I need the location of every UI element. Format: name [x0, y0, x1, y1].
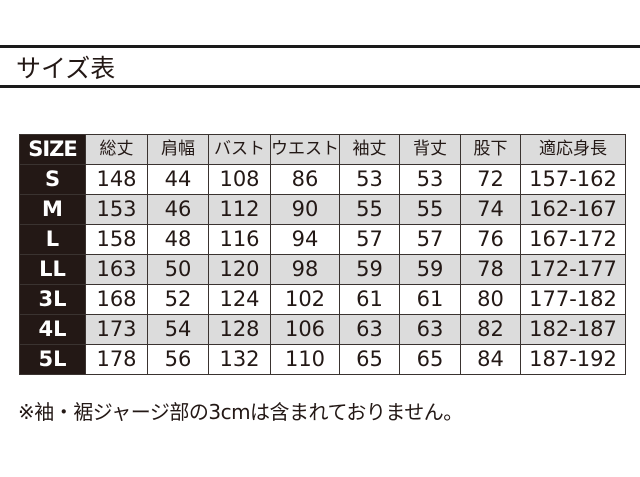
table-row: LL 163 50 120 98 59 59 78 172-177 [19, 254, 626, 285]
table-cell: 57 [339, 224, 400, 255]
table-cell: 82 [460, 314, 521, 345]
footnote: ※袖・裾ジャージ部の3cmは含まれておりません。 [18, 400, 463, 424]
table-cell: 116 [208, 224, 271, 255]
table-cell: 57 [399, 224, 461, 255]
table-cell: 102 [270, 284, 340, 315]
column-header: 股下 [460, 134, 521, 165]
table-cell: 177-182 [520, 284, 626, 315]
table-cell: 61 [399, 284, 461, 315]
table-cell: 53 [339, 164, 400, 195]
table-cell: 48 [147, 224, 209, 255]
table-cell: 56 [147, 344, 209, 375]
table-cell: 106 [270, 314, 340, 345]
table-cell: 158 [85, 224, 148, 255]
table-cell: 84 [460, 344, 521, 375]
size-label: 5L [19, 344, 86, 375]
table-row: S 148 44 108 86 53 53 72 157-162 [19, 164, 626, 195]
table-cell: 59 [399, 254, 461, 285]
table-cell: 61 [339, 284, 400, 315]
table-cell: 86 [270, 164, 340, 195]
table-cell: 157-162 [520, 164, 626, 195]
column-header: 肩幅 [147, 134, 209, 165]
table-row: 4L 173 54 128 106 63 63 82 182-187 [19, 314, 626, 345]
table-cell: 72 [460, 164, 521, 195]
table-cell: 65 [399, 344, 461, 375]
column-header: 背丈 [399, 134, 461, 165]
table-row: 3L 168 52 124 102 61 61 80 177-182 [19, 284, 626, 315]
table-cell: 74 [460, 194, 521, 225]
table-cell: 112 [208, 194, 271, 225]
size-label: 4L [19, 314, 86, 345]
table-cell: 52 [147, 284, 209, 315]
page-title: サイズ表 [16, 54, 116, 83]
size-label: LL [19, 254, 86, 285]
table-cell: 148 [85, 164, 148, 195]
table-cell: 44 [147, 164, 209, 195]
table-cell: 80 [460, 284, 521, 315]
size-label: M [19, 194, 86, 225]
table-cell: 120 [208, 254, 271, 285]
top-rule [0, 45, 640, 48]
size-label: L [19, 224, 86, 255]
table-cell: 110 [270, 344, 340, 375]
table-cell: 63 [339, 314, 400, 345]
table-cell: 178 [85, 344, 148, 375]
table-cell: 173 [85, 314, 148, 345]
size-table: SIZE 総丈 肩幅 バスト ウエスト 袖丈 背丈 股下 適応身長 S 148 44 108 86 53 5… [19, 134, 626, 375]
table-cell: 59 [339, 254, 400, 285]
table-row: L 158 48 116 94 57 57 76 167-172 [19, 224, 626, 255]
table-cell: 50 [147, 254, 209, 285]
table-cell: 55 [339, 194, 400, 225]
size-label: 3L [19, 284, 86, 315]
table-cell: 124 [208, 284, 271, 315]
table-cell: 128 [208, 314, 271, 345]
table-cell: 53 [399, 164, 461, 195]
table-cell: 187-192 [520, 344, 626, 375]
table-cell: 168 [85, 284, 148, 315]
table-cell: 55 [399, 194, 461, 225]
table-cell: 182-187 [520, 314, 626, 345]
table-cell: 163 [85, 254, 148, 285]
table-cell: 65 [339, 344, 400, 375]
table-cell: 94 [270, 224, 340, 255]
title-underline-rule [0, 85, 640, 88]
column-header: 適応身長 [520, 134, 626, 165]
table-cell: 54 [147, 314, 209, 345]
table-cell: 132 [208, 344, 271, 375]
table-cell: 98 [270, 254, 340, 285]
column-header: ウエスト [270, 134, 340, 165]
table-cell: 90 [270, 194, 340, 225]
table-cell: 63 [399, 314, 461, 345]
table-cell: 162-167 [520, 194, 626, 225]
table-cell: 78 [460, 254, 521, 285]
column-header: バスト [208, 134, 271, 165]
table-header-row: SIZE 総丈 肩幅 バスト ウエスト 袖丈 背丈 股下 適応身長 [19, 134, 626, 165]
table-cell: 172-177 [520, 254, 626, 285]
table-cell: 76 [460, 224, 521, 255]
size-label: S [19, 164, 86, 195]
table-cell: 153 [85, 194, 148, 225]
table-row: 5L 178 56 132 110 65 65 84 187-192 [19, 344, 626, 375]
table-cell: 108 [208, 164, 271, 195]
table-cell: 46 [147, 194, 209, 225]
column-header: SIZE [19, 134, 86, 165]
table-row: M 153 46 112 90 55 55 74 162-167 [19, 194, 626, 225]
column-header: 総丈 [85, 134, 148, 165]
column-header: 袖丈 [339, 134, 400, 165]
table-cell: 167-172 [520, 224, 626, 255]
